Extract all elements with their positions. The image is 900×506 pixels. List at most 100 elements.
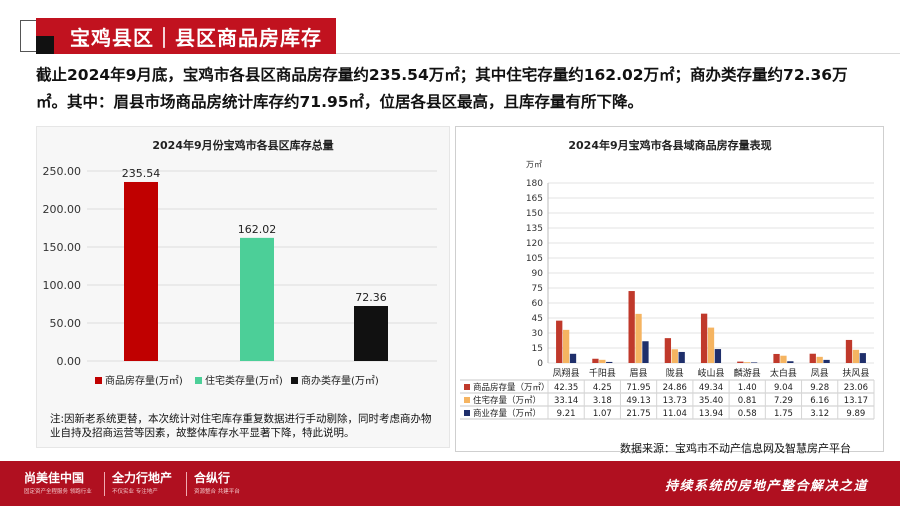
table-value: 9.28 bbox=[810, 383, 829, 393]
table-value: 3.18 bbox=[593, 396, 612, 406]
left-chart-panel: 2024年9月份宝鸡市各县区库存总量 0.00 50.00 100.00 150.00 2… bbox=[36, 126, 450, 448]
table-value: 9.89 bbox=[846, 409, 865, 419]
y-tick-label: 45 bbox=[532, 314, 543, 324]
bar bbox=[787, 361, 794, 363]
legend-label: 住宅存量（万㎡） bbox=[473, 395, 541, 406]
y-tick-label: 0 bbox=[537, 359, 543, 369]
x-tick-label: 岐山县 bbox=[697, 367, 724, 379]
bar bbox=[700, 313, 708, 363]
table-value: 6.16 bbox=[810, 396, 829, 406]
bar bbox=[773, 353, 780, 363]
table-value: 4.25 bbox=[593, 383, 612, 393]
bar bbox=[628, 291, 635, 363]
table-value: 1.40 bbox=[738, 383, 757, 393]
table-value: 9.21 bbox=[557, 409, 576, 419]
table-value: 1.07 bbox=[593, 409, 612, 419]
bar bbox=[606, 361, 613, 363]
table-value: 0.81 bbox=[738, 396, 757, 406]
bar bbox=[780, 355, 787, 363]
bar bbox=[809, 353, 816, 363]
bar bbox=[845, 339, 853, 363]
table-value: 13.73 bbox=[663, 396, 687, 406]
chart-title: 2024年9月宝鸡市各县域商品房存量表现 bbox=[568, 138, 771, 152]
legend-label: 商业存量（万㎡） bbox=[473, 408, 541, 419]
footer-brand-qlx: 全力行地产 bbox=[112, 471, 173, 485]
y-tick-label: 180 bbox=[526, 179, 543, 189]
y-tick-label: 135 bbox=[526, 224, 543, 234]
x-tick-label: 眉县 bbox=[630, 368, 648, 379]
y-tick-label: 90 bbox=[532, 269, 544, 279]
y-tick-label: 120 bbox=[526, 239, 543, 249]
bar bbox=[816, 356, 823, 363]
bar bbox=[642, 341, 649, 363]
table-value: 24.86 bbox=[663, 383, 687, 393]
y-tick-label: 165 bbox=[526, 194, 543, 204]
summary-text: 截止2024年9月底，宝鸡市各县区商品房存量约235.54万㎡；其中住宅存量约1… bbox=[36, 66, 848, 111]
bar bbox=[678, 351, 685, 363]
bar bbox=[599, 359, 606, 363]
right-chart-panel: 2024年9月宝鸡市各县域商品房存量表现万㎡ 0 15 30 45 60 75 90 105 12… bbox=[455, 126, 884, 452]
y-tick-label: 150.00 bbox=[43, 241, 82, 254]
legend-label: 商品房存量(万㎡) bbox=[105, 374, 183, 387]
bar bbox=[592, 358, 599, 363]
y-tick-label: 250.00 bbox=[43, 165, 82, 178]
x-tick-label: 陇县 bbox=[666, 367, 684, 379]
footer-brand-hzx-sub: 资源整合 共建平台 bbox=[194, 489, 240, 495]
y-tick-label: 75 bbox=[532, 284, 543, 294]
y-tick-label: 100.00 bbox=[43, 279, 82, 292]
table-value: 23.06 bbox=[844, 383, 868, 393]
footer-brand-smj-sub: 固定资产全程服务 领跑行业 bbox=[24, 489, 92, 495]
legend-swatch bbox=[464, 410, 470, 416]
x-tick-label: 麟游县 bbox=[734, 367, 761, 379]
table-value: 49.34 bbox=[699, 383, 723, 393]
x-tick-label: 凤县 bbox=[811, 368, 829, 379]
legend-label: 住宅类存量(万㎡) bbox=[205, 374, 283, 387]
table-value: 7.29 bbox=[774, 396, 793, 406]
y-tick-label: 105 bbox=[526, 254, 543, 264]
table-value: 1.75 bbox=[774, 409, 793, 419]
footer-bar: 尚美佳中国 固定资产全程服务 领跑行业 全力行地产 不仅实业 专注地产 合纵行 … bbox=[0, 461, 900, 506]
table-value: 21.75 bbox=[626, 409, 650, 419]
chart-title: 2024年9月份宝鸡市各县区库存总量 bbox=[152, 138, 333, 152]
y-tick-label: 30 bbox=[532, 329, 544, 339]
bar bbox=[852, 349, 860, 363]
footer-divider bbox=[104, 472, 105, 496]
y-tick-label: 60 bbox=[532, 299, 544, 309]
total-inventory-chart: 2024年9月份宝鸡市各县区库存总量 0.00 50.00 100.00 150.00 2… bbox=[43, 138, 437, 387]
legend-swatch bbox=[195, 377, 202, 384]
y-tick-label: 200.00 bbox=[43, 203, 82, 216]
bar bbox=[569, 353, 577, 363]
title-accent-block bbox=[36, 36, 54, 54]
legend-label: 商品房存量（万㎡） bbox=[473, 382, 550, 393]
legend-swatch bbox=[464, 397, 470, 403]
footnote: 注:因新老系统更替，本次统计对住宅库存重复数据进行手动剔除，同时考虑商办物业自持… bbox=[50, 413, 432, 439]
y-tick-label: 0.00 bbox=[57, 355, 82, 368]
table-value: 49.13 bbox=[626, 396, 650, 406]
x-tick-label: 凤翔县 bbox=[553, 367, 580, 379]
table-value: 42.35 bbox=[554, 383, 578, 393]
page-title: 宝鸡县区｜县区商品房库存 bbox=[70, 26, 322, 50]
footer-divider bbox=[186, 472, 187, 496]
data-label: 235.54 bbox=[122, 167, 161, 180]
y-axis-unit: 万㎡ bbox=[526, 160, 542, 169]
bar bbox=[744, 362, 751, 363]
title-bar bbox=[36, 18, 336, 54]
y-tick-label: 15 bbox=[532, 344, 543, 354]
table-value: 35.40 bbox=[699, 396, 723, 406]
bar bbox=[707, 327, 715, 363]
bar bbox=[124, 181, 158, 361]
bar bbox=[240, 237, 274, 361]
table-value: 13.94 bbox=[699, 409, 723, 419]
x-tick-label: 扶风县 bbox=[842, 367, 869, 379]
footer-slogan: 持续系统的房地产整合解决之道 bbox=[664, 479, 868, 494]
bar bbox=[714, 349, 722, 363]
bar bbox=[859, 353, 866, 363]
bar bbox=[737, 361, 744, 363]
table-value: 11.04 bbox=[663, 409, 687, 419]
y-tick-label: 50.00 bbox=[50, 317, 82, 330]
bar bbox=[556, 320, 563, 363]
footer-brand-smj: 尚美佳中国 bbox=[24, 471, 85, 485]
header-divider bbox=[336, 53, 900, 54]
table-value: 3.12 bbox=[810, 409, 829, 419]
